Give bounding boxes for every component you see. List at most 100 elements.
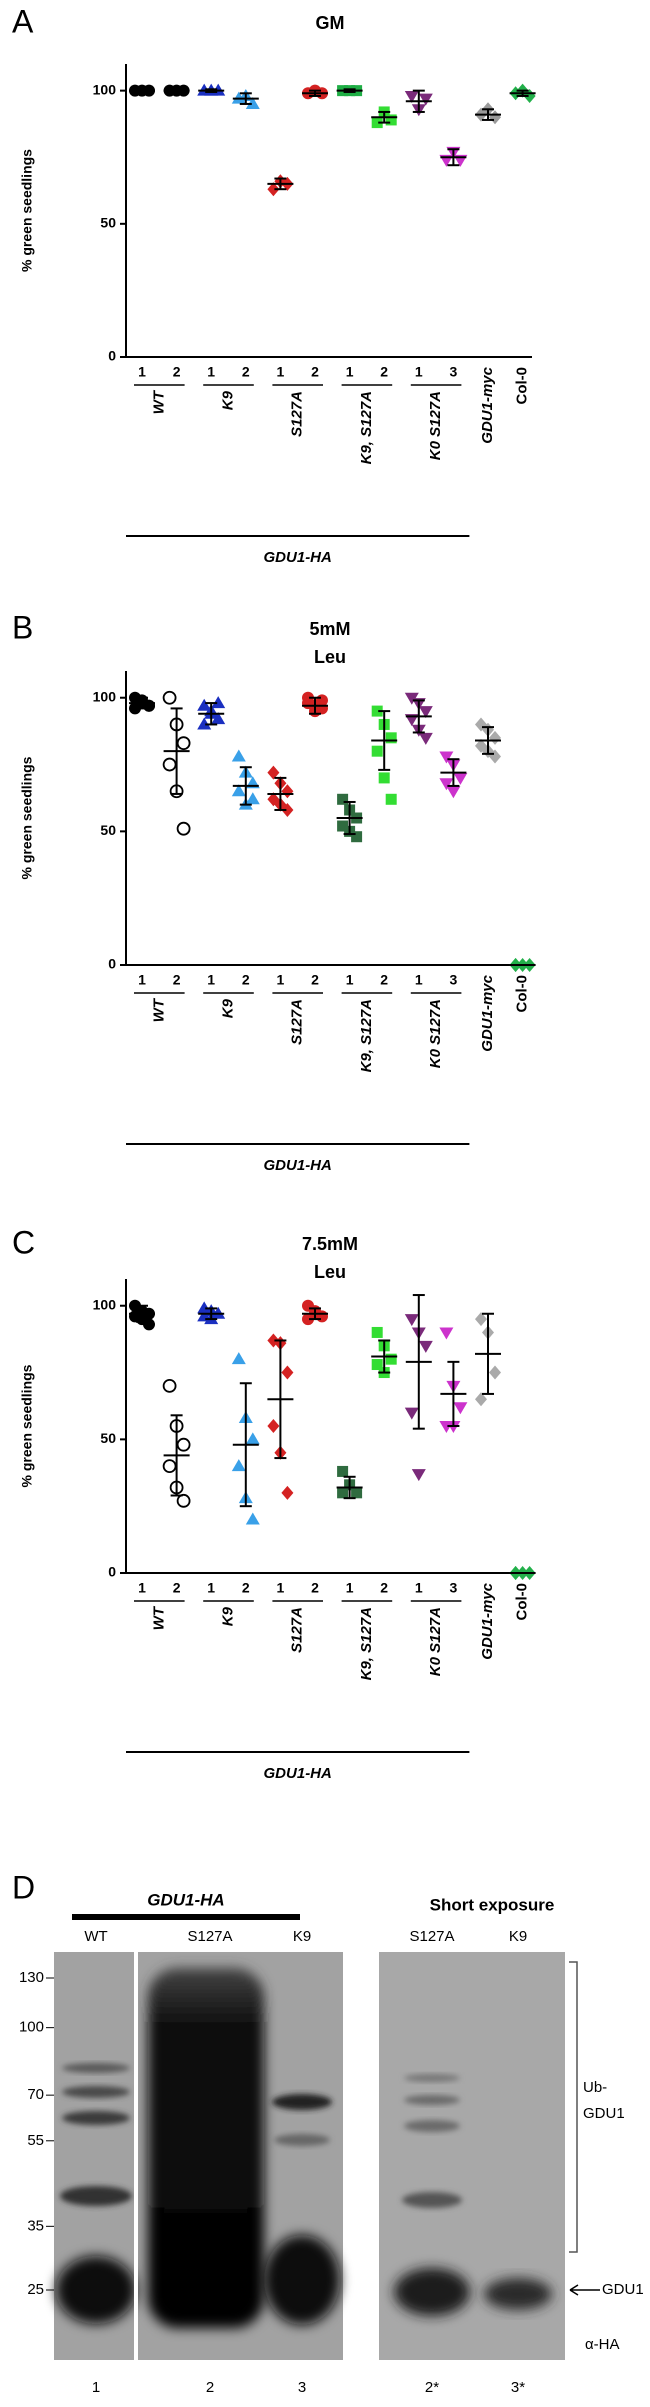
x-tick-label: 1 <box>346 1580 354 1596</box>
group-label: S127A <box>289 999 306 1045</box>
point <box>404 692 419 705</box>
panel-letter: D <box>12 1869 35 1905</box>
point <box>176 1437 191 1452</box>
point <box>231 1352 246 1365</box>
point <box>385 114 397 126</box>
lane-number: 2* <box>425 2379 439 2396</box>
point <box>371 705 383 717</box>
group-label: K9 <box>219 1606 236 1626</box>
point <box>385 793 397 805</box>
point <box>245 792 260 805</box>
point <box>245 96 260 109</box>
lane-number: 3 <box>298 2379 306 2396</box>
x-tick-label: 1 <box>415 364 423 380</box>
y-tick-label: 0 <box>108 348 116 364</box>
point <box>385 732 397 744</box>
group-label: GDU1-myc <box>479 1582 496 1659</box>
group-label: K9 <box>219 390 236 410</box>
group-label: S127A <box>289 1607 306 1653</box>
lane-label: WT <box>84 1928 107 1945</box>
point <box>176 1493 191 1508</box>
group-label: WT <box>150 389 167 414</box>
x-tick-label: 2 <box>242 1580 250 1596</box>
y-tick-label: 0 <box>108 1564 116 1580</box>
x-tick-label: 2 <box>311 1580 319 1596</box>
point <box>404 90 419 103</box>
x-tick-label: 2 <box>380 972 388 988</box>
marker-label: 100 <box>19 2019 44 2036</box>
group-label: Col-0 <box>514 975 531 1013</box>
point <box>411 1469 426 1482</box>
point <box>281 1485 294 1500</box>
point <box>162 690 177 705</box>
point <box>489 1365 501 1380</box>
point <box>351 1487 363 1499</box>
x-tick-label: 2 <box>311 972 319 988</box>
point <box>371 1326 383 1338</box>
point <box>439 751 454 764</box>
x-tick-label: 1 <box>207 1580 215 1596</box>
point <box>439 1327 454 1340</box>
x-tick-label: 1 <box>415 972 423 988</box>
band-label: GDU1 <box>602 2281 644 2298</box>
point <box>453 1402 468 1415</box>
chart-title: Leu <box>314 647 346 667</box>
point <box>176 736 191 751</box>
point <box>378 772 390 784</box>
lane-label: S127A <box>409 1928 454 1945</box>
lane-number: 1 <box>92 2379 100 2396</box>
point <box>404 1407 419 1420</box>
x-tick-label: 1 <box>415 1580 423 1596</box>
group-label: GDU1-myc <box>479 366 496 443</box>
point <box>245 1432 260 1445</box>
x-tick-label: 3 <box>450 972 458 988</box>
point <box>337 820 349 832</box>
group-label: WT <box>150 1605 167 1630</box>
point <box>231 749 246 762</box>
group-label: K0 S127A <box>427 391 444 460</box>
marker-label: 35 <box>27 2217 44 2234</box>
x-tick-label: 2 <box>311 364 319 380</box>
group-label: K0 S127A <box>427 999 444 1068</box>
point <box>418 706 433 719</box>
point <box>267 1419 280 1433</box>
x-tick-label: 1 <box>346 364 354 380</box>
y-axis-title: % green seedlings <box>19 149 35 272</box>
bracket-label: GDU1-HA <box>264 1765 332 1782</box>
group-label: Col-0 <box>514 1583 531 1621</box>
lane-label: K9 <box>293 1928 311 1945</box>
x-tick-label: 1 <box>138 972 146 988</box>
point <box>453 772 468 785</box>
x-tick-label: 2 <box>242 364 250 380</box>
point <box>385 1353 397 1365</box>
x-tick-label: 2 <box>173 972 181 988</box>
point <box>281 802 294 817</box>
point <box>245 1512 260 1525</box>
point <box>337 793 349 805</box>
y-tick-label: 50 <box>100 1430 116 1446</box>
x-tick-label: 2 <box>242 972 250 988</box>
x-tick-label: 1 <box>277 972 285 988</box>
antibody-label: α-HA <box>585 2336 620 2353</box>
point <box>418 93 433 106</box>
point <box>197 698 212 711</box>
short-exposure-label: Short exposure <box>430 1895 555 1914</box>
lane-number: 3* <box>511 2379 525 2396</box>
point <box>337 1487 349 1499</box>
point <box>351 831 363 843</box>
x-tick-label: 3 <box>450 364 458 380</box>
x-tick-label: 1 <box>207 364 215 380</box>
panel-letter: B <box>12 609 33 645</box>
ub-label: GDU1 <box>583 2105 625 2122</box>
y-axis-title: % green seedlings <box>19 1364 35 1487</box>
x-tick-label: 1 <box>138 364 146 380</box>
lane-label: S127A <box>187 1928 232 1945</box>
ub-label: Ub- <box>583 2079 607 2096</box>
lane-number: 2 <box>206 2379 214 2396</box>
marker-label: 55 <box>27 2132 44 2149</box>
point <box>446 786 461 799</box>
x-tick-label: 2 <box>380 1580 388 1596</box>
